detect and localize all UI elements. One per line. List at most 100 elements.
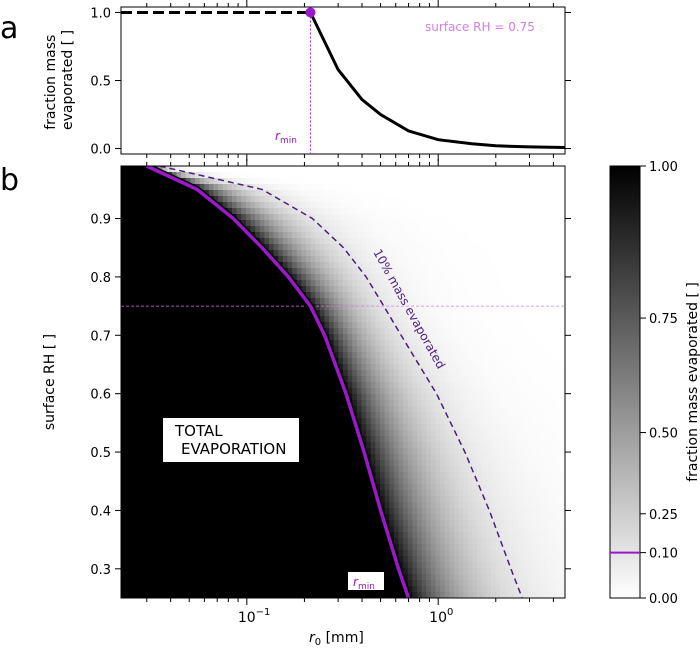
heatmap-cell	[292, 190, 298, 197]
heatmap-cell	[504, 184, 511, 191]
heatmap-cell	[518, 292, 524, 299]
heatmap-cell	[546, 382, 552, 389]
heatmap-cell	[329, 238, 335, 245]
heatmap-cell	[454, 322, 460, 329]
heatmap-cell	[375, 238, 381, 245]
heatmap-cell	[449, 232, 455, 239]
heatmap-cell	[407, 454, 413, 461]
heatmap-cell	[338, 238, 344, 245]
heatmap-cell	[352, 190, 358, 197]
heatmap-cell	[356, 340, 363, 347]
heatmap-cell	[518, 208, 524, 215]
heatmap-cell	[491, 448, 497, 455]
heatmap-cell	[509, 322, 515, 329]
heatmap-cell	[375, 358, 381, 365]
heatmap-cell	[495, 460, 501, 467]
heatmap-cell	[504, 310, 511, 317]
heatmap-cell	[333, 298, 339, 305]
heatmap-cell	[495, 388, 501, 395]
heatmap-cell	[541, 274, 548, 281]
heatmap-cell	[398, 334, 404, 341]
heatmap-cell	[356, 406, 363, 413]
heatmap-cell	[541, 298, 548, 305]
heatmap-cell	[361, 316, 367, 323]
heatmap-cell	[528, 364, 534, 371]
heatmap-cell	[528, 382, 534, 389]
heatmap-cell	[393, 340, 400, 347]
heatmap-cell	[393, 346, 400, 353]
heatmap-cell	[458, 256, 464, 263]
heatmap-cell	[407, 430, 413, 437]
heatmap-cell	[528, 358, 534, 365]
heatmap-cell	[440, 268, 446, 275]
heatmap-cell	[504, 400, 511, 407]
heatmap-cell	[458, 418, 464, 425]
heatmap-cell	[500, 220, 506, 227]
heatmap-cell	[421, 232, 427, 239]
heatmap-cell	[454, 334, 460, 341]
heatmap-cell	[356, 310, 363, 317]
heatmap-cell	[366, 226, 372, 233]
heatmap-cell	[227, 190, 233, 197]
heatmap-cell	[486, 232, 492, 239]
heatmap-cell	[532, 382, 538, 389]
heatmap-cell	[560, 256, 565, 263]
heatmap-cell	[375, 298, 381, 305]
heatmap-cell	[504, 172, 511, 179]
heatmap-cell	[495, 250, 501, 257]
heatmap-cell	[551, 442, 557, 449]
heatmap-cell	[491, 286, 497, 293]
heatmap-cell	[537, 208, 543, 215]
heatmap-cell	[560, 232, 565, 239]
heatmap-cell	[440, 376, 446, 383]
heatmap-cell	[458, 280, 464, 287]
heatmap-cell	[403, 412, 409, 419]
heatmap-cell	[440, 190, 446, 197]
heatmap-cell	[528, 262, 534, 269]
heatmap-cell	[430, 214, 437, 221]
heatmap-cell	[343, 268, 349, 275]
heatmap-cell	[426, 454, 432, 461]
heatmap-cell	[384, 406, 390, 413]
heatmap-cell	[472, 448, 478, 455]
heatmap-cell	[481, 232, 487, 239]
heatmap-cell	[560, 358, 565, 365]
heatmap-cell	[440, 382, 446, 389]
heatmap-cell	[241, 208, 247, 215]
heatmap-cell	[393, 322, 400, 329]
heatmap-cell	[343, 310, 349, 317]
heatmap-cell	[292, 172, 298, 179]
heatmap-cell	[407, 184, 413, 191]
heatmap-cell	[426, 172, 432, 179]
heatmap-cell	[393, 286, 400, 293]
heatmap-cell	[407, 298, 413, 305]
heatmap-cell	[347, 340, 353, 347]
heatmap-cell	[444, 244, 450, 251]
heatmap-cell	[417, 232, 423, 239]
heatmap-cell	[278, 226, 284, 233]
heatmap-cell	[532, 412, 538, 419]
heatmap-cell	[472, 244, 478, 251]
heatmap-cell	[273, 190, 279, 197]
heatmap-cell	[523, 430, 529, 437]
heatmap-cell	[444, 316, 450, 323]
heatmap-cell	[259, 232, 265, 239]
heatmap-cell	[555, 298, 561, 305]
heatmap-cell	[426, 364, 432, 371]
heatmap-cell	[477, 268, 483, 275]
heatmap-cell	[361, 232, 367, 239]
heatmap-cell	[518, 172, 524, 179]
heatmap-cell	[319, 232, 326, 239]
heatmap-cell	[393, 316, 400, 323]
heatmap-cell	[384, 256, 390, 263]
heatmap-cell	[481, 304, 487, 311]
heatmap-cell	[518, 364, 524, 371]
heatmap-cell	[366, 268, 372, 275]
heatmap-cell	[250, 220, 256, 227]
heatmap-cell	[319, 244, 326, 251]
heatmap-cell	[467, 202, 474, 209]
heatmap-cell	[407, 442, 413, 449]
heatmap-cell	[504, 352, 511, 359]
heatmap-cell	[477, 466, 483, 473]
heatmap-cell	[398, 244, 404, 251]
